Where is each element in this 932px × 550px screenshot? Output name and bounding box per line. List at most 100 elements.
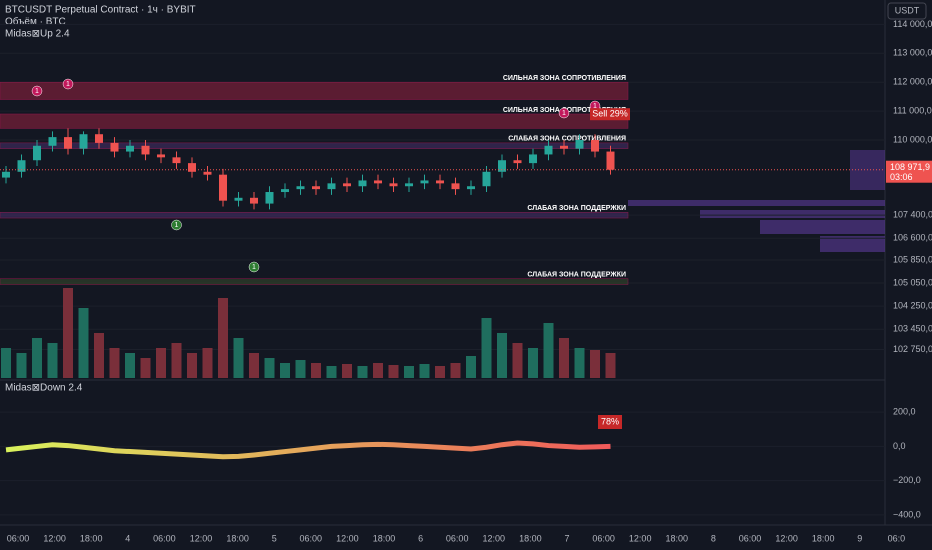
volume-profile: [628, 200, 885, 206]
volume-legend[interactable]: Объём · BTC: [5, 16, 66, 28]
candle-body: [606, 151, 615, 170]
candle-body: [64, 137, 72, 149]
last-price: 108 971,9: [890, 162, 930, 172]
candle-body: [203, 171, 212, 175]
y-tick-label: 103 450,0: [893, 324, 932, 334]
x-tick-label: 18:00: [666, 533, 689, 543]
y-tick-label: −200,0: [893, 475, 921, 485]
symbol-title[interactable]: BTCUSDT Perpetual Contract · 1ч · BYBIT: [5, 5, 196, 16]
signal-label: 1: [175, 222, 179, 229]
y-tick-label: 102 750,0: [893, 344, 932, 354]
candle-body: [2, 171, 10, 178]
signal-label: 1: [66, 81, 70, 88]
volume-profile: [820, 236, 885, 252]
zone: [0, 212, 629, 219]
volume-bar: [280, 363, 290, 378]
zone: [0, 81, 629, 100]
signal-label: 1: [35, 88, 39, 95]
volume-bar: [171, 343, 182, 378]
y-tick-label: 104 250,0: [893, 301, 932, 311]
currency-button[interactable]: [887, 2, 927, 20]
candle-body: [126, 145, 134, 152]
volume-bar: [435, 366, 445, 378]
candle-body: [575, 139, 584, 149]
volume-bar: [388, 365, 399, 378]
y-tick-label: 0,0: [893, 441, 906, 451]
volume-bar: [63, 288, 73, 378]
candle-body: [482, 171, 491, 187]
candle-body: [389, 183, 398, 187]
candle-body: [343, 183, 351, 187]
indicator-legend[interactable]: Midas⊠Up 2.4: [5, 29, 70, 40]
sell-box: [590, 108, 630, 121]
x-tick-label: 18:00: [519, 533, 542, 543]
oscillator-line: [5, 440, 611, 460]
volume-bar: [450, 363, 461, 378]
volume-bar: [311, 363, 321, 378]
x-tick-label: 9: [857, 533, 862, 543]
candle-body: [265, 192, 274, 204]
candle-body: [141, 145, 150, 155]
candle-body: [281, 189, 289, 193]
sell-label: Sell 29%: [592, 109, 628, 119]
y-tick-label: 105 850,0: [893, 254, 932, 264]
oscillator-legend[interactable]: Midas⊠Down 2.4: [5, 383, 83, 394]
x-tick-label: 12:00: [43, 533, 66, 543]
volume-bar: [342, 364, 352, 378]
volume-bar: [249, 353, 259, 378]
x-tick-label: 8: [711, 533, 716, 543]
volume-bar: [156, 348, 166, 378]
volume-bar: [605, 353, 616, 378]
y-tick-label: −400,0: [893, 509, 921, 519]
x-tick-label: 06:0: [888, 533, 906, 543]
y-tick-label: 105 050,0: [893, 277, 932, 287]
volume-bar: [94, 333, 104, 378]
candle-body: [48, 137, 57, 146]
volume-bar: [559, 338, 569, 378]
x-tick-label: 12:00: [629, 533, 652, 543]
volume-bar: [481, 318, 492, 378]
candle-body: [79, 134, 88, 149]
candle-body: [513, 160, 522, 164]
candle-body: [560, 145, 568, 149]
volume-bar: [16, 353, 27, 378]
signal: [171, 219, 182, 231]
zone: [0, 278, 629, 285]
x-tick-label: 06:00: [300, 533, 323, 543]
countdown: 03:06: [890, 172, 913, 182]
x-tick-label: 06:00: [7, 533, 30, 543]
volume-bar: [202, 348, 213, 378]
volume-bar: [357, 366, 368, 378]
volume-bar: [466, 356, 476, 378]
signal-label: 1: [252, 264, 256, 271]
signal: [62, 78, 74, 90]
volume-bar: [78, 308, 89, 378]
candle-body: [296, 186, 305, 190]
candle-body: [544, 145, 553, 155]
zone-label: СЛАБАЯ ЗОНА СОПРОТИВЛЕНИЯ: [508, 136, 626, 143]
volume-bar: [295, 360, 306, 378]
x-tick-label: 18:00: [812, 533, 835, 543]
candle-body: [327, 183, 336, 190]
zone-label: СИЛЬНАЯ ЗОНА СОПРОТИВЛЕНИЯ: [503, 75, 626, 82]
currency[interactable]: USDT: [895, 5, 920, 15]
badge-box: [598, 415, 622, 429]
x-tick-label: 06:00: [739, 533, 762, 543]
volume-bar: [264, 358, 275, 378]
y-tick-label: 113 000,0: [893, 48, 932, 58]
zone: [0, 113, 629, 129]
candle-body: [110, 142, 119, 152]
x-tick-label: 12:00: [775, 533, 798, 543]
candle-body: [358, 180, 367, 187]
x-tick-label: 06:00: [446, 533, 469, 543]
x-tick-label: 7: [564, 533, 569, 543]
zone-label: СЛАБАЯ ЗОНА ПОДДЕРЖКИ: [527, 272, 626, 279]
candle-body: [405, 183, 413, 187]
signal-label: 1: [562, 110, 566, 117]
x-tick-label: 12:00: [190, 533, 213, 543]
candle-body: [451, 183, 460, 190]
volume-profile: [760, 220, 885, 234]
volume-bar: [373, 363, 383, 378]
candle-body: [219, 174, 227, 201]
